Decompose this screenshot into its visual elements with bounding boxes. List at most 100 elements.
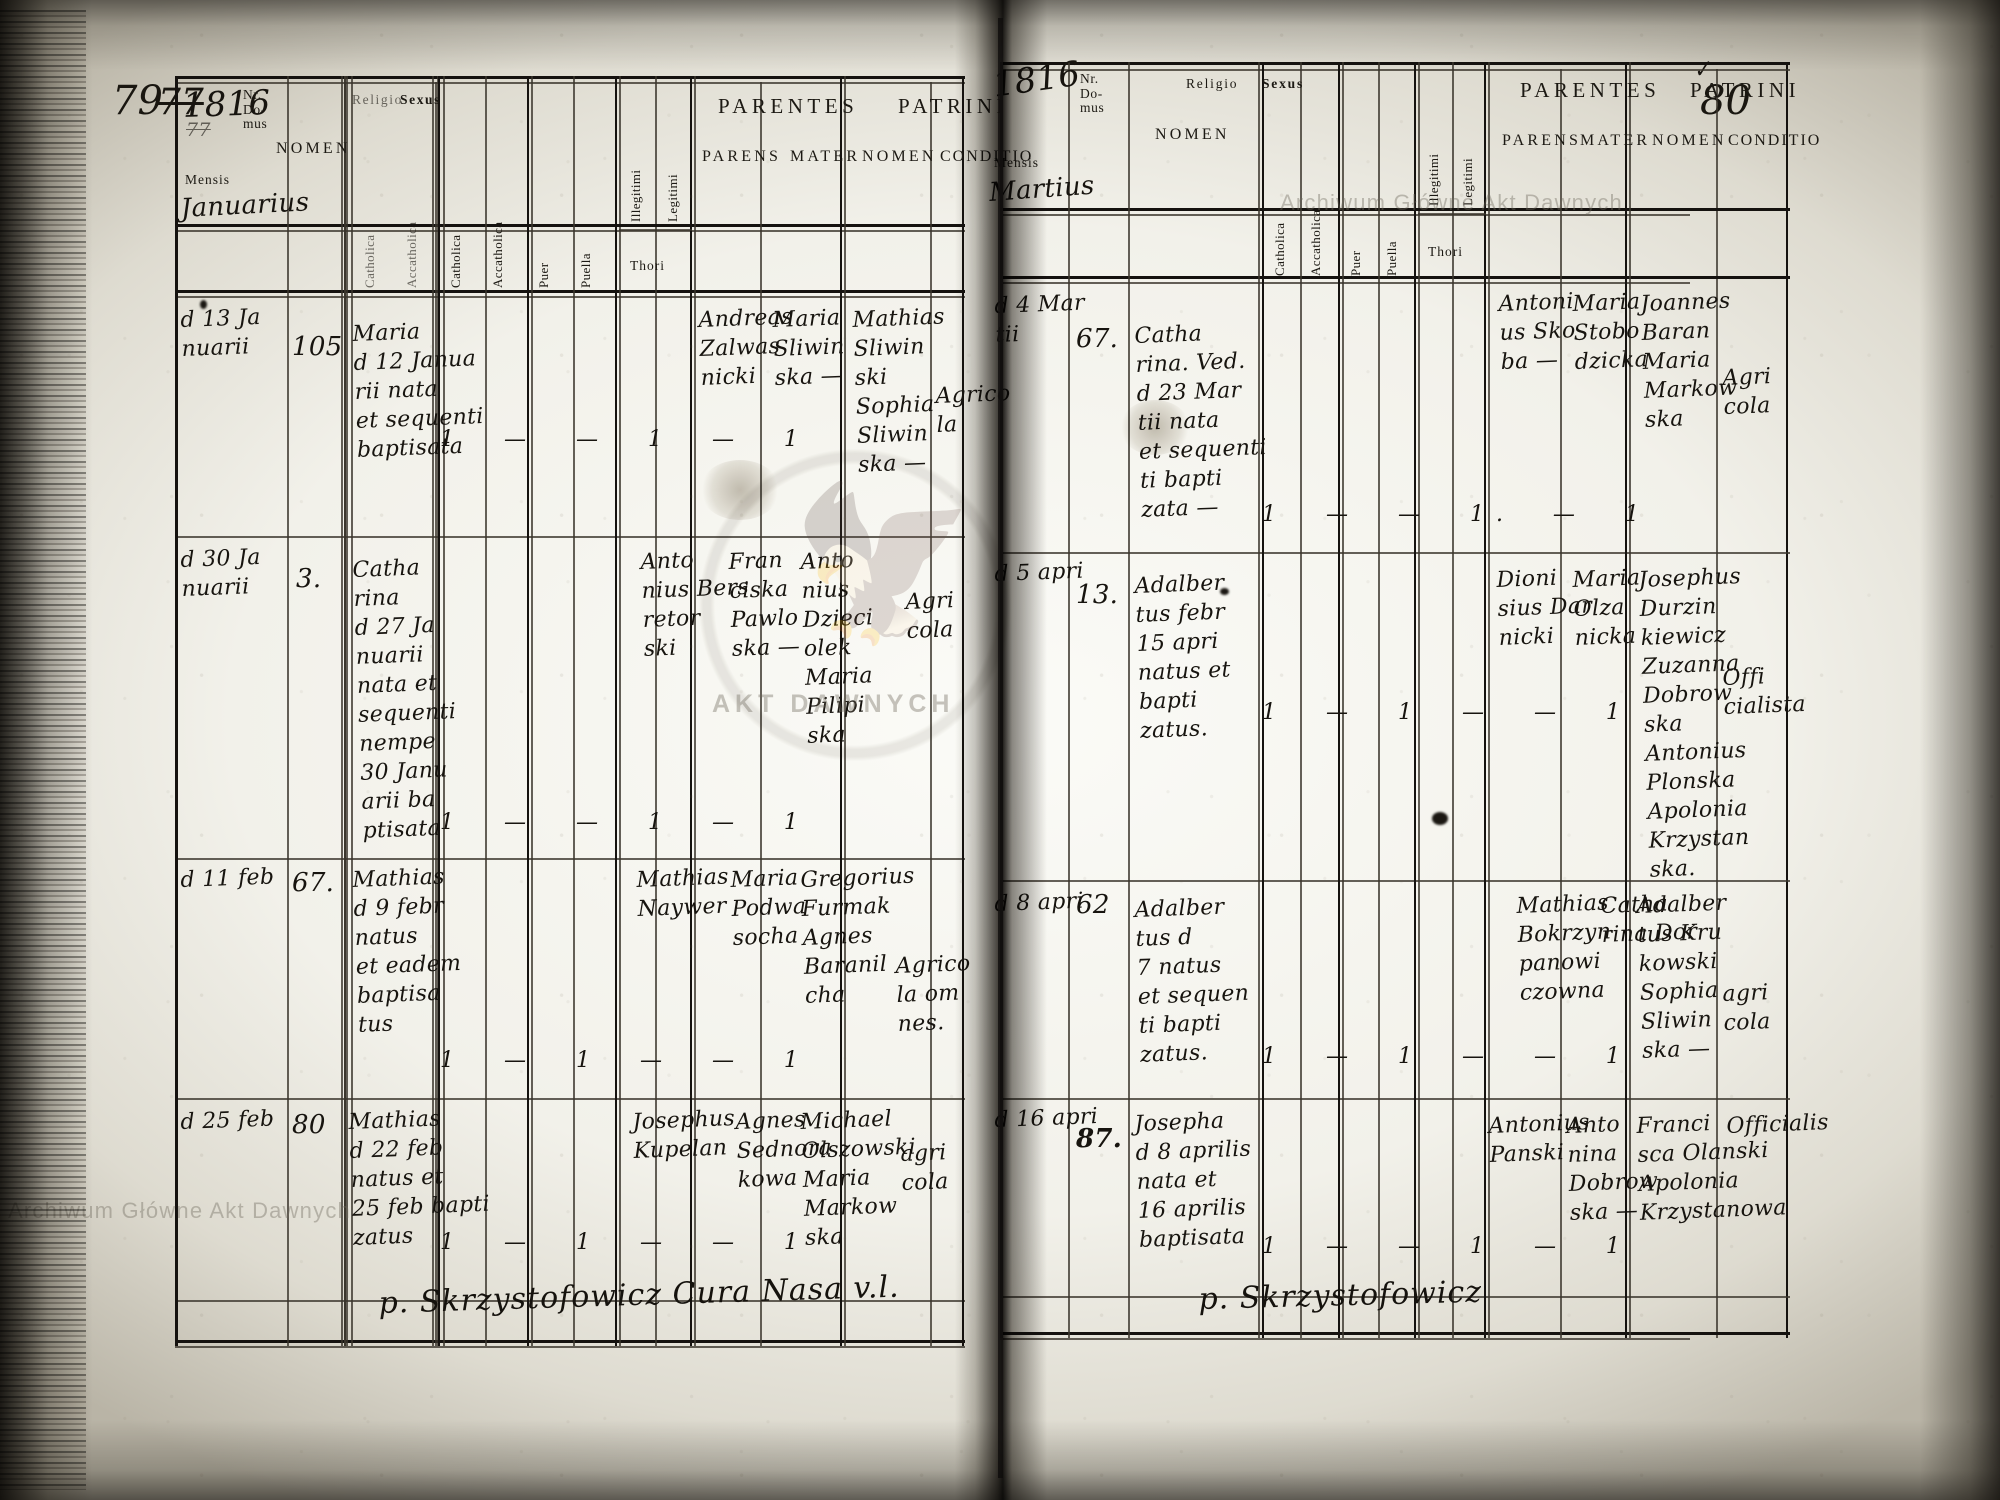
col-header-catholica: Catholica [1272, 222, 1287, 276]
row-marks: 1 — — 1 — 1 [1262, 1234, 1632, 1259]
col-header-thori: Thori [1428, 244, 1463, 259]
row-parens: Josephus Kupelan [632, 1106, 736, 1164]
row-nomen: Adalber tus febr 15 apri natus et bapti … [1134, 570, 1232, 745]
col-header-religio: Religio [352, 92, 403, 107]
archive-watermark-top: Archiwum Główne Akt Dawnych [1280, 190, 1623, 215]
curate-signature-left: p. Skrzystofowicz Cura Nasa v.l. [378, 1269, 901, 1321]
col-header-catholica: Catholica [362, 234, 377, 288]
row-parens: Antoni us Sko ba — [1498, 289, 1577, 375]
col-rule-b [346, 76, 348, 1346]
ink-blot [1220, 588, 1229, 595]
row-nomen: Catha rina d 27 Ja nuarii nata et sequen… [352, 555, 457, 845]
table-bottom-rule-ext [1690, 1332, 1790, 1335]
row-conditio: Agri cola [1722, 364, 1772, 420]
row-nr-domus: 13. [1076, 580, 1119, 610]
row-conditio: Offi cialista [1722, 664, 1807, 720]
subheader-rule-ext [1690, 276, 1790, 279]
col-header-religio: Religio [1186, 76, 1239, 91]
table-top-rule [1000, 62, 1690, 65]
right-folio: 80 ✓ [988, 0, 2000, 1500]
col-rule-sexus-a [531, 76, 533, 1346]
thori-split-rule-2 [619, 229, 692, 231]
col-header-nomen: NOMEN [276, 140, 351, 157]
row-marks: 1 — 1 — — 1 [1262, 700, 1632, 725]
col-header-puer: Puer [536, 262, 551, 288]
col-header-legitimi: Legitimi [665, 174, 680, 222]
mensis-value-left: Januarius [180, 187, 310, 224]
col-header-puella: Puella [1384, 241, 1399, 276]
col-rule-illegitimi-a [619, 76, 621, 1346]
row-patrini-nomen: Josephus Durzin kiewicz Zuzanna Dobrow s… [1638, 564, 1750, 884]
table-top-rule-2 [175, 82, 965, 84]
table-top-rule-2 [1000, 69, 1690, 71]
header-band-rule-2 [175, 230, 965, 232]
row-marks: 1 — 1 — — 1 [440, 1048, 810, 1073]
thori-split-rule [619, 224, 692, 227]
row-nr-domus: 80 [292, 1110, 326, 1140]
archive-seal-text: AKT DAWNYCH [712, 690, 955, 718]
row-rule-1 [1000, 552, 1690, 554]
col-header-mater: MATER [790, 148, 861, 165]
header-band-rule-ext [1690, 208, 1790, 211]
row-rule-3-ext [1690, 1098, 1790, 1100]
col-rule-nrdomus [1128, 62, 1130, 1338]
paper-stain [1120, 400, 1190, 455]
row-rule-3 [1000, 1098, 1690, 1100]
row-marks: 1 — 1 — — 1 [1262, 1044, 1632, 1069]
row-nomen: Mathias d 9 febr natus et eadem baptisa … [352, 864, 462, 1039]
table-top-rule [175, 76, 965, 79]
table-top-rule-ext [1690, 62, 1790, 65]
col-header-sexus: Sexus [1262, 76, 1305, 91]
subheader-rule-2 [175, 296, 965, 298]
row-date: d 30 Ja nuarii [180, 544, 262, 602]
row-rule-2 [1000, 880, 1690, 882]
row-conditio: agri cola [1722, 980, 1772, 1036]
row-date: d 11 feb [180, 864, 275, 893]
row-nr-domus: 87. [1076, 1124, 1123, 1154]
subheader-rule [175, 290, 965, 293]
col-header-mater: MATER [1580, 132, 1651, 149]
row-mater: Maria Sliwin ska — [772, 305, 846, 391]
row-rule-4-ext [1690, 1296, 1790, 1298]
col-header-accatholica: Accatholica [404, 221, 419, 288]
col-header-puer: Puer [1348, 250, 1363, 276]
col-rule-puella [615, 76, 617, 1346]
row-nr-domus: 105 [292, 332, 343, 362]
row-marks: 1 — 1 — — 1 [440, 1230, 810, 1255]
col-rule-mensis [287, 76, 289, 1346]
col-header-sexus: Sexus [400, 92, 442, 107]
row-marks: 1 — — 1 — 1 [440, 427, 810, 452]
col-header-parens: PARENS [1502, 132, 1582, 149]
col-header-parentes: PARENTES [718, 94, 859, 118]
row-nomen: Adalber tus d 7 natus et sequen ti bapti… [1134, 894, 1250, 1069]
row-conditio: agri cola [900, 1140, 950, 1196]
row-date: d 25 feb [180, 1106, 275, 1135]
row-rule-2 [175, 858, 965, 860]
row-nr-domus: 62 [1076, 890, 1110, 920]
col-rule-left-edge [175, 76, 178, 1346]
row-parens: Mathias Bokrzyn panowi czowna [1516, 890, 1612, 1007]
row-parens: Mathias Naywer [636, 864, 730, 922]
col-header-illegitimi: Illegitimi [628, 169, 643, 222]
row-nr-domus: 67. [1076, 324, 1119, 354]
page-edge-fibres [0, 10, 86, 1490]
col-header-puella: Puella [578, 253, 593, 288]
col-header-mensis: Mensis [185, 172, 231, 187]
row-nomen: Josepha d 8 aprilis nata et 16 aprilis b… [1134, 1108, 1252, 1254]
col-rule-puer [573, 76, 575, 1346]
subheader-rule-2 [1000, 282, 1690, 284]
row-nr-domus: 3. [296, 564, 322, 594]
col-header-accatholica-2: Accatholica [490, 221, 505, 288]
col-header-nr-domus: Nr. Do- mus [243, 87, 268, 132]
row-nr-domus: 67. [292, 868, 335, 898]
row-mater: Maria Stobo dzicka [1572, 289, 1649, 375]
col-header-patrini-nomen: NOMEN [1652, 132, 1727, 149]
col-header-catholica-2: Catholica [448, 234, 463, 288]
col-rule-nomen-end [1258, 62, 1260, 1338]
eagle-crest-icon: 🦅 [790, 482, 977, 648]
curate-signature-right: p. Skrzystofowicz [1198, 1274, 1483, 1317]
row-mater: Maria Olza nicka [1572, 565, 1641, 651]
col-header-patrini-nomen: NOMEN [862, 148, 937, 165]
col-header-thori: Thori [630, 258, 665, 273]
